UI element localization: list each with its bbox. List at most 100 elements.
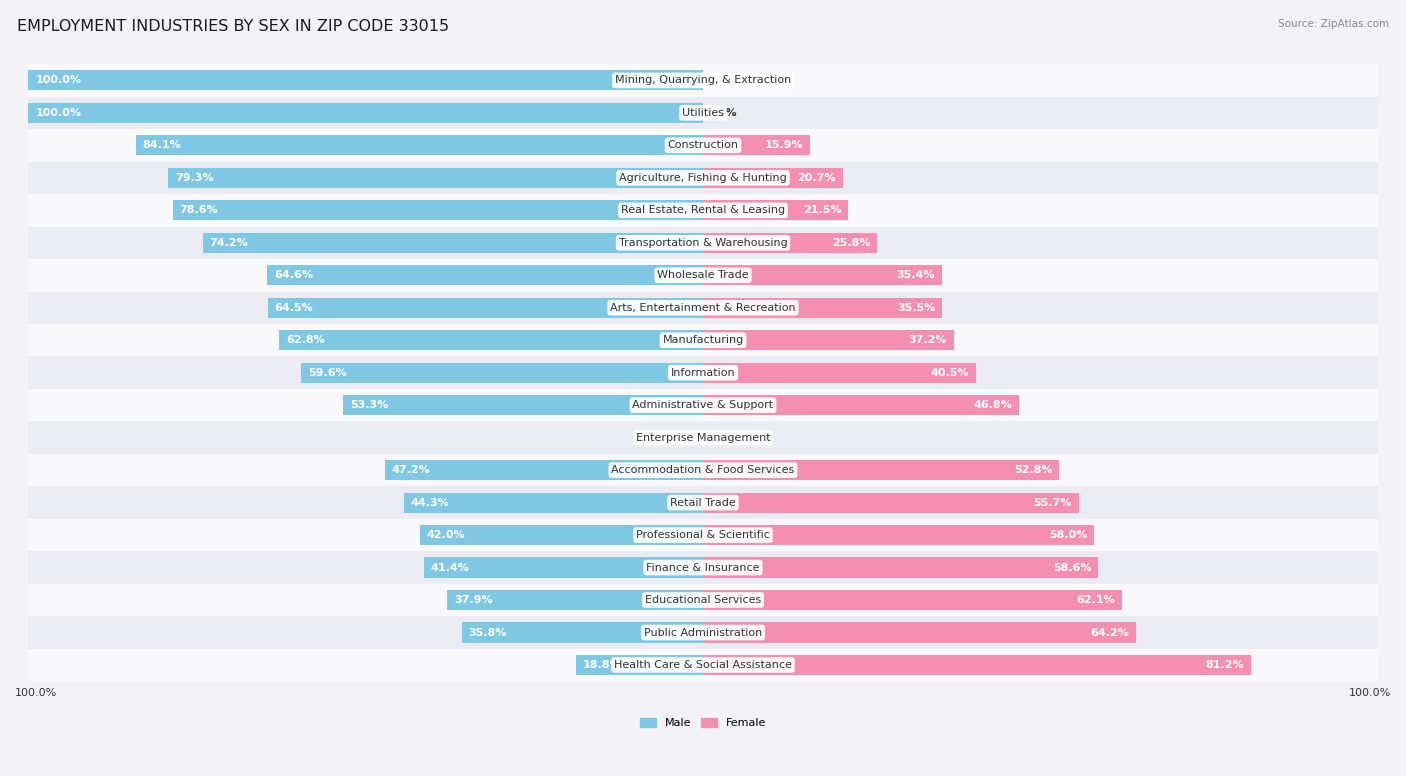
Bar [404,493,703,513]
Text: 100.0%: 100.0% [35,108,82,118]
Bar [28,519,1378,551]
Text: Utilities: Utilities [682,108,724,118]
Bar [280,330,703,350]
Bar [28,324,1378,356]
Bar [703,460,1059,480]
Bar [28,649,1378,681]
Bar [703,557,1098,577]
Text: 100.0%: 100.0% [15,688,58,698]
Bar [576,655,703,675]
Text: 100.0%: 100.0% [1348,688,1391,698]
Bar [420,525,703,546]
Text: Finance & Insurance: Finance & Insurance [647,563,759,573]
Text: 53.3%: 53.3% [350,400,388,411]
Text: 37.2%: 37.2% [908,335,948,345]
Text: 100.0%: 100.0% [35,75,82,85]
Bar [703,168,842,188]
Text: Public Administration: Public Administration [644,628,762,638]
Text: Real Estate, Rental & Leasing: Real Estate, Rental & Leasing [621,206,785,215]
Text: 58.6%: 58.6% [1053,563,1091,573]
Text: 15.9%: 15.9% [765,140,803,151]
Text: Construction: Construction [668,140,738,151]
Text: 0.0%: 0.0% [706,108,737,118]
Bar [423,557,703,577]
Text: 0.0%: 0.0% [706,433,737,442]
Text: Wholesale Trade: Wholesale Trade [657,270,749,280]
Text: Agriculture, Fishing & Hunting: Agriculture, Fishing & Hunting [619,173,787,183]
Bar [28,103,703,123]
Bar [28,292,1378,324]
Text: 35.4%: 35.4% [897,270,935,280]
Bar [703,298,942,318]
Bar [703,590,1122,610]
Text: 35.8%: 35.8% [468,628,506,638]
Bar [28,454,1378,487]
Text: 42.0%: 42.0% [426,530,465,540]
Text: 55.7%: 55.7% [1033,497,1071,508]
Bar [343,395,703,415]
Bar [703,135,810,155]
Bar [301,362,703,383]
Bar [269,298,703,318]
Bar [28,616,1378,649]
Text: Manufacturing: Manufacturing [662,335,744,345]
Text: 21.5%: 21.5% [803,206,841,215]
Bar [173,200,703,220]
Text: 64.2%: 64.2% [1091,628,1129,638]
Text: 64.5%: 64.5% [274,303,314,313]
Text: 62.8%: 62.8% [287,335,325,345]
Bar [703,362,976,383]
Text: Arts, Entertainment & Recreation: Arts, Entertainment & Recreation [610,303,796,313]
Text: 79.3%: 79.3% [174,173,214,183]
Text: Accommodation & Food Services: Accommodation & Food Services [612,465,794,475]
Bar [461,622,703,643]
Text: 47.2%: 47.2% [391,465,430,475]
Bar [28,194,1378,227]
Text: Retail Trade: Retail Trade [671,497,735,508]
Text: EMPLOYMENT INDUSTRIES BY SEX IN ZIP CODE 33015: EMPLOYMENT INDUSTRIES BY SEX IN ZIP CODE… [17,19,449,34]
Text: 44.3%: 44.3% [411,497,450,508]
Text: 0.0%: 0.0% [669,433,700,442]
Text: Educational Services: Educational Services [645,595,761,605]
Text: Administrative & Support: Administrative & Support [633,400,773,411]
Bar [28,421,1378,454]
Bar [703,200,848,220]
Bar [703,330,953,350]
Bar [28,259,1378,292]
Bar [28,71,703,91]
Bar [28,487,1378,519]
Bar [28,97,1378,129]
Text: Source: ZipAtlas.com: Source: ZipAtlas.com [1278,19,1389,29]
Bar [28,161,1378,194]
Text: 35.5%: 35.5% [897,303,936,313]
Legend: Male, Female: Male, Female [636,713,770,733]
Text: Professional & Scientific: Professional & Scientific [636,530,770,540]
Bar [703,233,877,253]
Bar [28,129,1378,161]
Text: 81.2%: 81.2% [1205,660,1244,670]
Bar [703,265,942,286]
Text: Transportation & Warehousing: Transportation & Warehousing [619,237,787,248]
Text: 52.8%: 52.8% [1014,465,1053,475]
Text: 0.0%: 0.0% [706,75,737,85]
Text: 41.4%: 41.4% [430,563,470,573]
Bar [28,389,1378,421]
Bar [703,655,1251,675]
Bar [28,584,1378,616]
Text: 40.5%: 40.5% [931,368,969,378]
Text: 46.8%: 46.8% [973,400,1012,411]
Text: Information: Information [671,368,735,378]
Text: 64.6%: 64.6% [274,270,314,280]
Bar [447,590,703,610]
Text: 37.9%: 37.9% [454,595,492,605]
Text: 18.8%: 18.8% [583,660,621,670]
Text: Health Care & Social Assistance: Health Care & Social Assistance [614,660,792,670]
Text: 20.7%: 20.7% [797,173,837,183]
Bar [202,233,703,253]
Bar [28,356,1378,389]
Bar [169,168,703,188]
Text: Mining, Quarrying, & Extraction: Mining, Quarrying, & Extraction [614,75,792,85]
Text: 84.1%: 84.1% [142,140,181,151]
Bar [136,135,703,155]
Text: Enterprise Management: Enterprise Management [636,433,770,442]
